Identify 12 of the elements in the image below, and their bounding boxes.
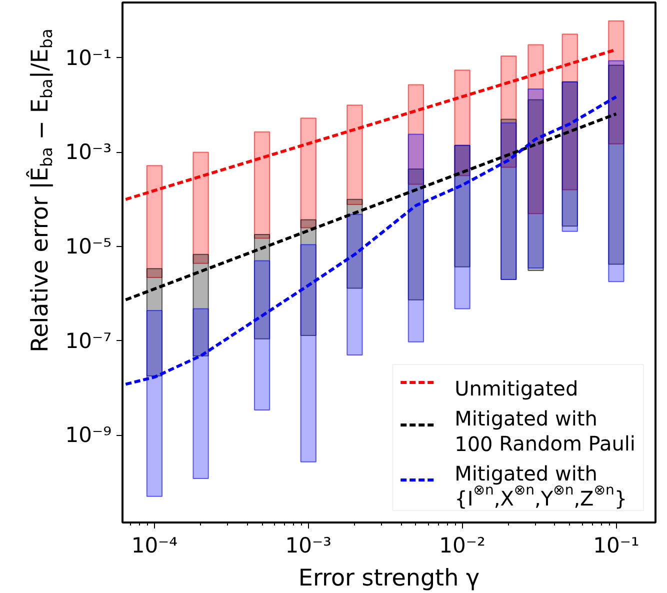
y-tick-label: 10⁻⁷ <box>65 328 112 353</box>
x-axis-title: Error strength γ <box>298 566 480 592</box>
y-tick-label: 10⁻¹ <box>65 46 112 70</box>
y-tick-label: 10⁻⁵ <box>65 234 112 259</box>
x-tick-label: 10⁻¹ <box>593 534 640 558</box>
y-tick-label: 10⁻³ <box>65 140 112 164</box>
x-tick-label: 10⁻³ <box>285 534 332 558</box>
y-tick-label: 10⁻⁹ <box>65 423 112 448</box>
x-tick-label: 10⁻² <box>439 534 486 558</box>
text: Relative error |Êba − Eba|/Eba <box>28 28 56 352</box>
x-tick-label: 10⁻⁴ <box>131 534 178 558</box>
legend-label: Unmitigated <box>454 376 578 400</box>
